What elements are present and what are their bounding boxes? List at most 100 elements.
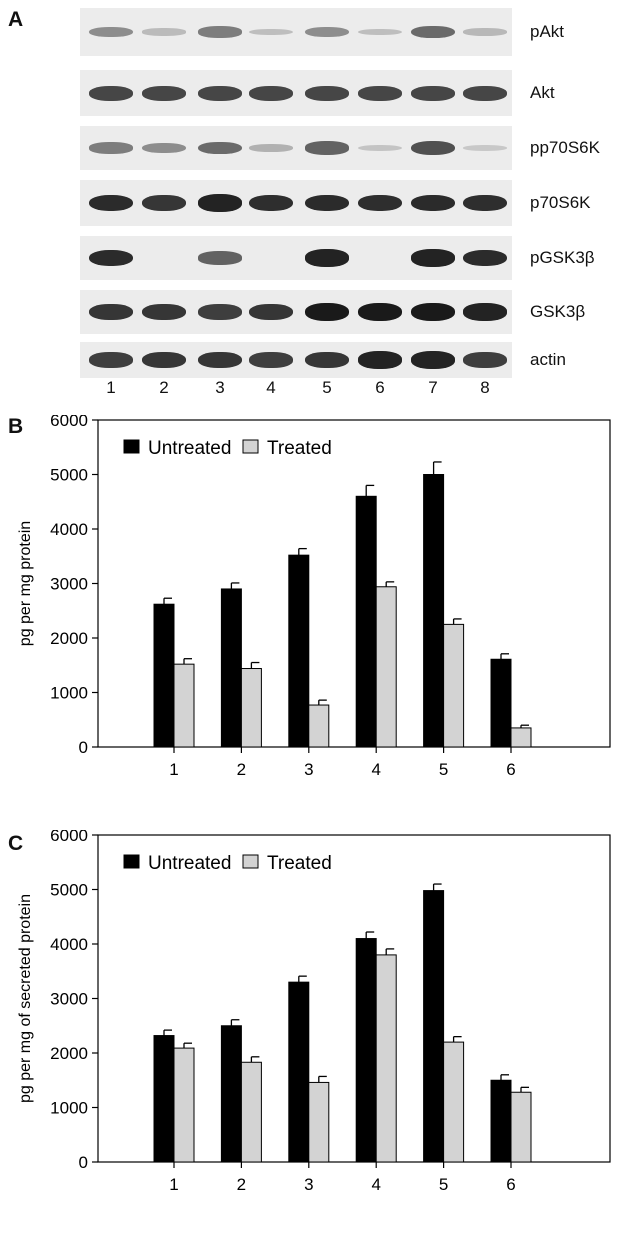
blot-band [198, 194, 242, 212]
blot-band [89, 303, 133, 321]
panel-label-c: C [8, 832, 24, 855]
y-tick-label: 0 [79, 738, 88, 757]
x-tick-label: 3 [304, 1175, 313, 1194]
blot-row-label: pGSK3β [530, 248, 595, 267]
blot-band [89, 142, 133, 154]
blot-band [358, 144, 402, 152]
blot-band [142, 351, 186, 369]
blot-row-label: actin [530, 350, 566, 369]
blot-band [411, 85, 455, 101]
bar-treated [240, 668, 262, 748]
blot-strip [80, 180, 512, 226]
bar-treated [510, 727, 532, 748]
y-tick-label: 3000 [50, 575, 88, 594]
blot-band [305, 141, 349, 155]
x-tick-label: 5 [439, 760, 448, 779]
blot-band [142, 85, 186, 101]
blot-band [305, 249, 349, 267]
bar-treated [443, 623, 465, 748]
blot-band [142, 142, 186, 154]
blot-band [463, 144, 507, 152]
panel-label-a: A [8, 8, 24, 31]
bar-untreated [355, 938, 377, 1163]
blot-band [358, 351, 402, 369]
bar-treated [375, 954, 397, 1163]
y-tick-label: 3000 [50, 990, 88, 1009]
blot-band [411, 249, 455, 267]
blot-band [249, 303, 293, 321]
legend-label: Untreated [148, 438, 231, 459]
x-tick-label: 2 [237, 760, 246, 779]
lane-number: 7 [428, 378, 438, 397]
bar-untreated [288, 981, 310, 1163]
blot-band [142, 303, 186, 321]
bar-untreated [355, 495, 377, 748]
blot-band [198, 304, 242, 320]
blot-band [463, 303, 507, 321]
x-tick-label: 1 [169, 760, 178, 779]
blot-band [411, 25, 455, 39]
y-tick-label: 4000 [50, 935, 88, 954]
bar-treated [240, 1061, 262, 1163]
bar-untreated [220, 588, 242, 748]
x-tick-label: 3 [304, 760, 313, 779]
blot-row-label: GSK3β [530, 302, 586, 321]
blot-band [142, 28, 186, 36]
blot-band [305, 85, 349, 101]
lane-number: 2 [159, 378, 169, 397]
bar-untreated [490, 658, 512, 748]
legend-swatch [242, 854, 259, 869]
blot-band [198, 85, 242, 101]
bar-untreated [153, 1035, 175, 1163]
legend-label: Untreated [148, 853, 231, 874]
blot-band [411, 351, 455, 369]
bar-untreated [423, 890, 445, 1163]
blot-band [89, 194, 133, 212]
blot-band [305, 303, 349, 321]
legend-swatch [242, 439, 259, 454]
blot-band [198, 26, 242, 38]
bar-treated [308, 704, 330, 748]
blot-band [89, 26, 133, 38]
legend-label: Treated [267, 853, 332, 874]
y-tick-label: 2000 [50, 1044, 88, 1063]
bar-untreated [423, 474, 445, 748]
bar-untreated [288, 554, 310, 748]
bar-treated [443, 1041, 465, 1163]
blot-band [89, 85, 133, 101]
x-tick-label: 4 [371, 1175, 380, 1194]
lane-number: 8 [480, 378, 490, 397]
blot-band [358, 303, 402, 321]
lane-number: 4 [266, 378, 276, 397]
legend-label: Treated [267, 438, 332, 459]
blot-band [463, 85, 507, 101]
bar-untreated [490, 1079, 512, 1163]
bar-chart-c: 0 1000 2000 3000 4000 5000 6000 pg per mg of se… [17, 830, 611, 1194]
blot-strip [80, 290, 512, 334]
blot-strip [80, 126, 512, 170]
x-tick-label: 4 [371, 760, 380, 779]
blot-band [142, 194, 186, 212]
bar-treated [510, 1091, 532, 1163]
x-tick-label: 1 [169, 1175, 178, 1194]
blot-band [89, 249, 133, 267]
y-axis-label: pg per mg protein [17, 521, 34, 646]
legend-swatch [123, 854, 140, 869]
y-tick-label: 6000 [50, 830, 88, 845]
blot-row-label: pAkt [530, 22, 565, 41]
y-tick-label: 4000 [50, 520, 88, 539]
blot-band [249, 194, 293, 212]
lane-number: 3 [215, 378, 225, 397]
bar-treated [308, 1081, 330, 1163]
bar-treated [173, 663, 195, 748]
y-tick-label: 6000 [50, 415, 88, 430]
blot-band [305, 194, 349, 212]
y-axis-label: pg per mg of secreted protein [17, 894, 34, 1103]
bar-treated [173, 1047, 195, 1163]
blot-strip [80, 70, 512, 116]
y-tick-label: 5000 [50, 881, 88, 900]
x-tick-label: 2 [237, 1175, 246, 1194]
blot-band [463, 249, 507, 267]
blot-band [411, 303, 455, 321]
blot-band [249, 85, 293, 101]
